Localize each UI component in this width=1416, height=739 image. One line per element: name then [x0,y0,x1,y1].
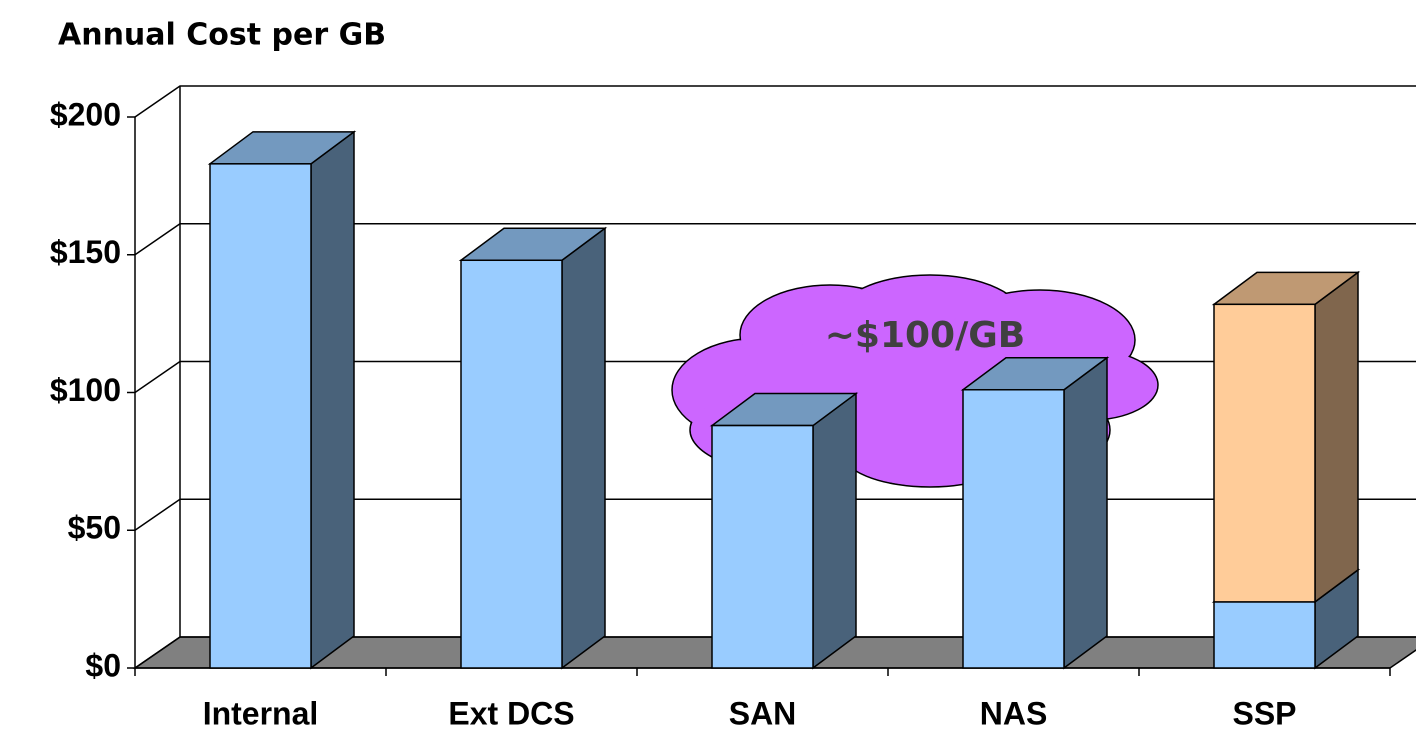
bar-front [460,259,563,669]
bar [207,130,357,670]
bar [1211,270,1361,604]
bar-front [1213,303,1316,603]
bar-front [1213,601,1316,669]
grid-line [134,85,1416,118]
chart-title: Annual Cost per GB [58,18,386,53]
bar [960,356,1110,670]
bars [207,130,1361,670]
bar-front [962,388,1065,669]
y-tick-label: $150 [50,234,121,270]
bar-side [812,392,857,670]
grid-line [134,223,1416,256]
bar-side [561,226,606,670]
y-tick-label: $100 [50,372,121,408]
bar-side [1314,270,1359,604]
bar-side [310,130,355,670]
bar [709,392,859,670]
x-tick-label: Internal [203,695,319,731]
y-tick-label: $200 [50,96,121,132]
x-tick-label: Ext DCS [448,695,574,731]
bar [458,226,608,670]
x-tick-label: NAS [980,695,1048,731]
bar-side [1063,356,1108,670]
x-tick-label: SAN [729,695,797,731]
bar-front [711,424,814,669]
bar-front [209,163,312,669]
y-tick-label: $0 [85,647,121,683]
y-tick-label: $50 [68,510,121,546]
x-tick-label: SSP [1232,695,1296,731]
annotation: ~$100/GB [825,315,1026,356]
